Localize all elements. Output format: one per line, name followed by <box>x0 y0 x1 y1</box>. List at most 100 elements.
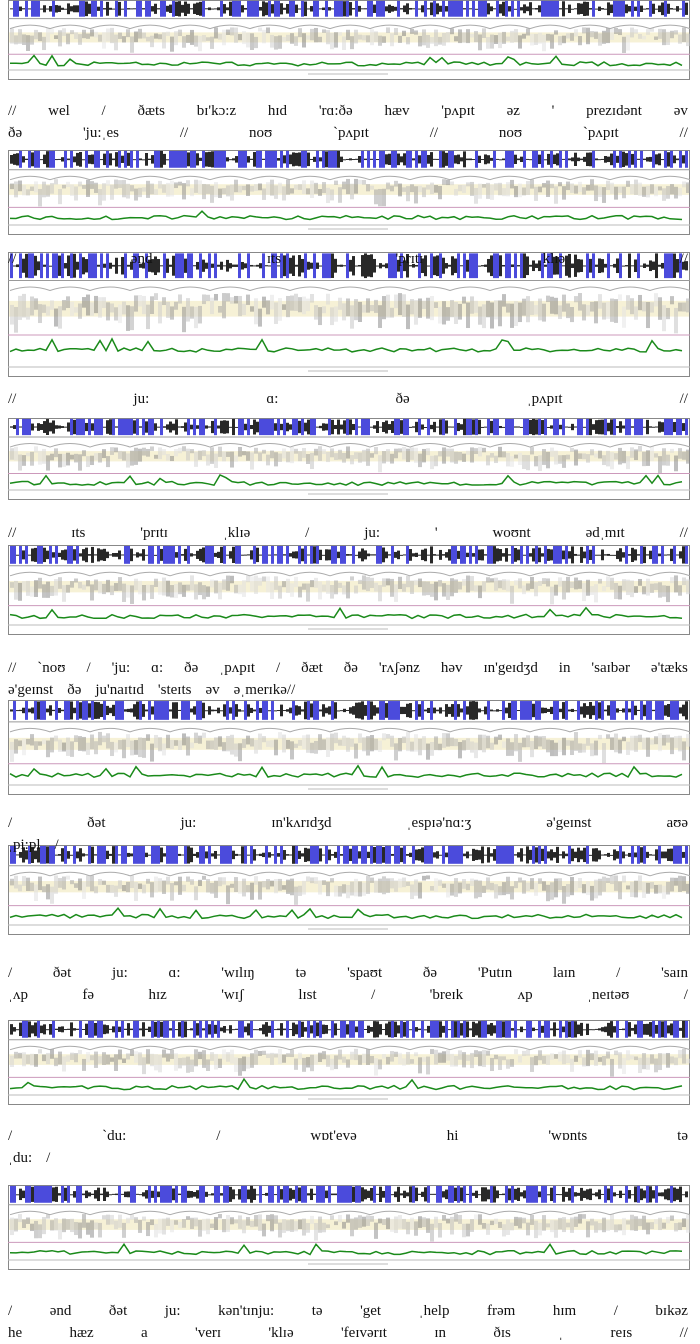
speech-panel <box>8 1020 690 1105</box>
waveform <box>292 1190 295 1199</box>
spectrogram <box>134 448 138 465</box>
spectrogram <box>270 451 274 459</box>
spectrogram <box>534 1056 538 1065</box>
waveform <box>124 1 127 17</box>
spectrogram <box>10 1218 14 1235</box>
spectrogram <box>394 28 398 35</box>
waveform <box>154 423 157 430</box>
spectrogram <box>14 1052 18 1059</box>
waveform <box>334 425 337 429</box>
spectrogram <box>206 879 210 892</box>
spectrogram <box>122 1223 126 1238</box>
waveform <box>94 702 97 719</box>
waveform <box>391 421 394 433</box>
spectrogram <box>386 27 390 33</box>
waveform <box>556 701 559 720</box>
spectrogram <box>358 580 362 584</box>
spectrogram <box>486 455 490 465</box>
waveform <box>649 157 652 162</box>
spectrogram <box>166 581 170 597</box>
waveform <box>169 151 172 168</box>
spectrogram <box>570 33 574 41</box>
waveform <box>430 1194 433 1195</box>
waveform <box>487 419 490 435</box>
spectrogram <box>258 578 262 586</box>
spectrogram <box>126 184 130 199</box>
spectrogram <box>494 35 498 44</box>
waveform <box>448 1 451 17</box>
spectrogram <box>346 298 350 316</box>
spectrogram <box>606 28 610 43</box>
waveform <box>628 554 631 556</box>
waveform <box>637 554 640 555</box>
spectrogram <box>10 879 14 886</box>
waveform <box>340 1186 343 1203</box>
spectrogram <box>270 881 274 887</box>
waveform <box>196 551 199 559</box>
spectrogram <box>34 580 38 597</box>
waveform <box>400 156 403 162</box>
waveform <box>139 1 142 17</box>
waveform <box>682 155 685 163</box>
waveform <box>541 1186 544 1203</box>
waveform <box>559 151 562 168</box>
waveform <box>331 546 334 564</box>
spectrogram <box>226 1215 230 1232</box>
waveform <box>304 1027 307 1031</box>
spectrogram <box>142 1217 146 1221</box>
waveform <box>394 1192 397 1198</box>
spectrogram <box>22 455 26 466</box>
waveform <box>511 1 514 17</box>
spectrogram <box>430 296 434 320</box>
waveform <box>49 705 52 715</box>
waveform <box>301 549 304 562</box>
spectrogram <box>34 30 38 39</box>
spectrogram <box>238 296 242 316</box>
waveform <box>178 426 181 427</box>
waveform <box>313 546 316 563</box>
spectrogram <box>54 35 58 39</box>
waveform <box>370 159 373 160</box>
spectrogram <box>270 1053 274 1065</box>
waveform <box>424 710 427 712</box>
spectrogram <box>526 296 530 322</box>
waveform <box>412 553 415 556</box>
waveform <box>106 706 109 715</box>
waveform <box>34 701 37 720</box>
spectrogram <box>590 179 594 190</box>
waveform <box>604 419 607 435</box>
spectrogram <box>570 183 574 192</box>
spectrogram <box>686 450 690 464</box>
spectrogram <box>642 738 646 750</box>
waveform <box>250 1 253 17</box>
spectrogram <box>350 1052 354 1060</box>
waveform <box>358 702 361 718</box>
spectrogram <box>614 1224 618 1232</box>
waveform <box>175 1029 178 1030</box>
waveform <box>73 549 76 560</box>
spectrogram <box>550 587 554 605</box>
waveform <box>634 1024 637 1034</box>
waveform <box>253 152 256 167</box>
spectrogram <box>402 31 406 36</box>
waveform <box>343 420 346 433</box>
waveform <box>91 423 94 430</box>
waveform <box>346 419 349 435</box>
waveform <box>598 702 601 718</box>
spectrogram <box>514 881 518 888</box>
waveform <box>463 546 466 564</box>
spectrogram <box>390 1219 394 1232</box>
spectrogram <box>62 454 66 467</box>
waveform <box>592 1029 595 1030</box>
waveform <box>61 710 64 711</box>
spectrogram <box>150 1054 154 1066</box>
waveform <box>622 152 625 167</box>
spectrogram <box>134 1051 138 1062</box>
waveform <box>118 2 121 16</box>
waveform <box>433 1021 436 1038</box>
spectrogram <box>558 577 562 586</box>
waveform <box>307 554 310 555</box>
waveform <box>145 153 148 166</box>
waveform <box>193 419 196 435</box>
waveform <box>121 1194 124 1195</box>
